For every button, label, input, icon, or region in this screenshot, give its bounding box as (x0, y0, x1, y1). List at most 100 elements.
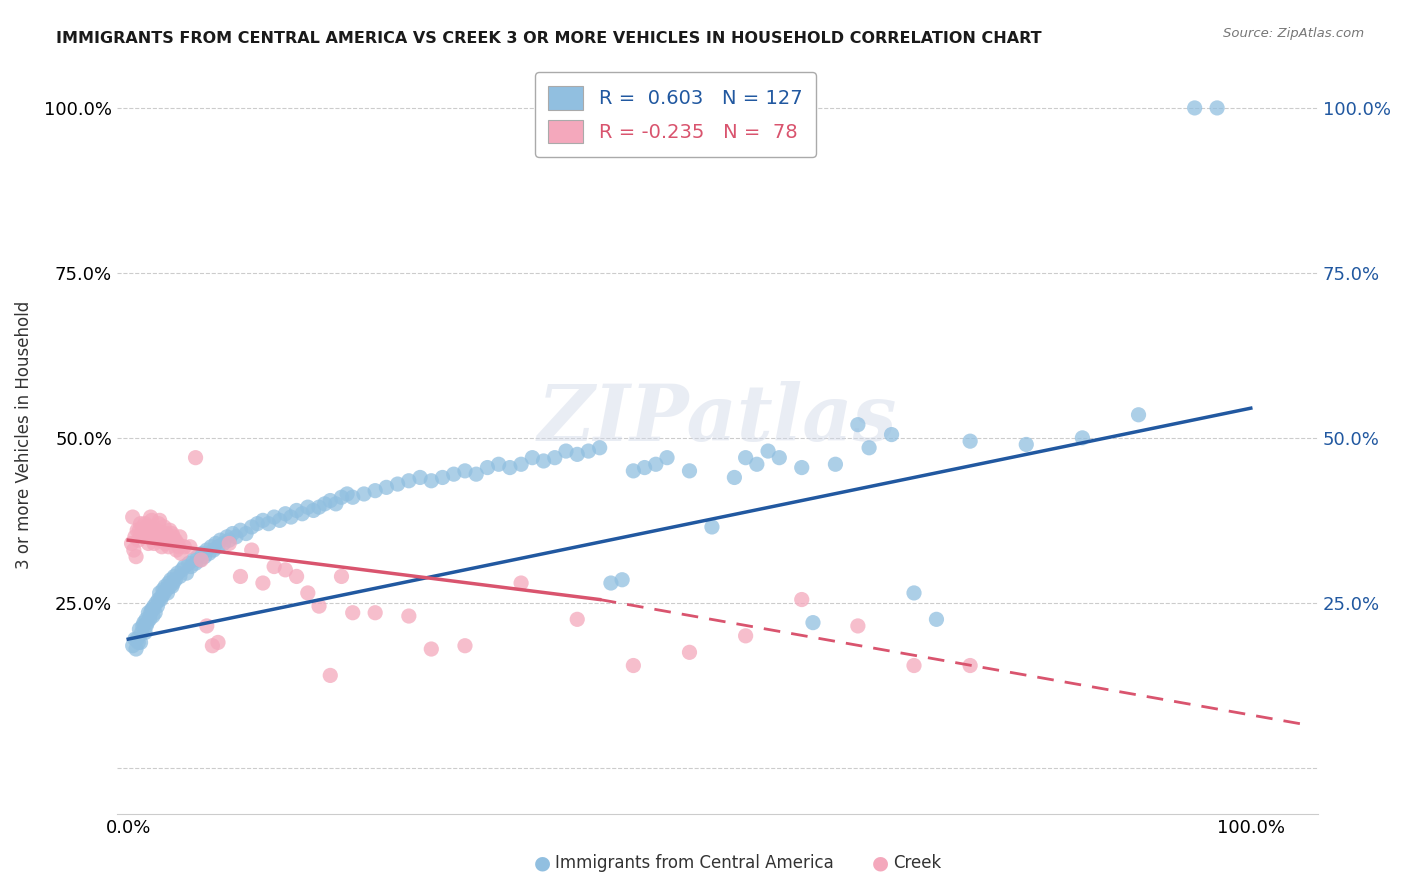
Point (336, 487, 359, 501)
Point (409, 470, 432, 484)
Point (215, 530, 238, 544)
Point (190, 553, 212, 567)
Point (263, 559, 285, 574)
Point (155, 536, 177, 550)
Point (364, 606, 387, 620)
Point (959, 434, 981, 449)
Point (240, 520, 263, 534)
Point (342, 490, 364, 504)
Point (165, 573, 187, 587)
Point (162, 576, 184, 591)
Point (790, 460, 813, 475)
Point (131, 526, 153, 541)
Point (146, 599, 169, 614)
Point (510, 457, 533, 471)
Point (160, 526, 183, 541)
Point (846, 619, 869, 633)
Point (225, 530, 247, 544)
Point (1184, 101, 1206, 115)
Point (125, 642, 148, 657)
Point (148, 592, 170, 607)
Point (297, 500, 319, 515)
Point (173, 559, 195, 574)
Point (274, 563, 297, 577)
Point (121, 510, 143, 524)
Point (148, 516, 170, 531)
Point (127, 533, 149, 548)
Point (124, 632, 146, 647)
Point (150, 589, 173, 603)
Point (149, 513, 172, 527)
Text: Immigrants from Central America: Immigrants from Central America (555, 855, 834, 872)
Point (142, 609, 165, 624)
Point (465, 467, 488, 482)
Point (302, 503, 325, 517)
Point (167, 540, 190, 554)
Text: IMMIGRANTS FROM CENTRAL AMERICA VS CREEK 3 OR MORE VEHICLES IN HOUSEHOLD CORRELA: IMMIGRANTS FROM CENTRAL AMERICA VS CREEK… (56, 31, 1042, 46)
Point (132, 526, 155, 541)
Point (567, 612, 589, 626)
Point (173, 540, 195, 554)
Point (200, 540, 222, 554)
Point (179, 540, 201, 554)
Point (163, 533, 186, 548)
Point (195, 543, 218, 558)
Point (678, 645, 700, 659)
Point (274, 507, 297, 521)
Point (432, 470, 454, 484)
Point (610, 573, 633, 587)
Point (280, 510, 302, 524)
Point (555, 444, 578, 458)
Point (152, 582, 174, 597)
Point (169, 569, 191, 583)
Point (633, 460, 655, 475)
Point (127, 523, 149, 537)
Point (135, 612, 157, 626)
Point (138, 606, 160, 620)
Point (734, 629, 756, 643)
Point (209, 533, 232, 548)
Text: Source: ZipAtlas.com: Source: ZipAtlas.com (1223, 27, 1364, 40)
Point (308, 599, 330, 614)
Point (132, 615, 155, 630)
Point (387, 477, 409, 491)
Point (166, 536, 188, 550)
Point (269, 513, 291, 527)
Point (314, 497, 336, 511)
Point (959, 658, 981, 673)
Point (166, 566, 188, 581)
Point (160, 533, 183, 548)
Point (128, 523, 150, 537)
Point (125, 549, 148, 564)
Point (621, 658, 644, 673)
Point (330, 569, 353, 583)
Point (159, 579, 181, 593)
Point (443, 467, 465, 482)
Point (131, 625, 153, 640)
Point (149, 533, 172, 548)
Point (801, 615, 824, 630)
Point (544, 450, 567, 465)
Point (398, 474, 420, 488)
Point (903, 586, 925, 600)
Point (207, 540, 229, 554)
Point (218, 536, 240, 550)
Point (925, 612, 948, 626)
Point (325, 497, 347, 511)
Point (177, 556, 200, 570)
Point (163, 569, 186, 583)
Point (644, 457, 666, 471)
Point (165, 533, 187, 548)
Point (202, 543, 225, 558)
Text: Creek: Creek (893, 855, 941, 872)
Legend: R =  0.603   N = 127, R = -0.235   N =  78: R = 0.603 N = 127, R = -0.235 N = 78 (534, 72, 817, 157)
Point (157, 540, 180, 554)
Point (790, 592, 813, 607)
Point (191, 546, 214, 560)
Point (143, 599, 166, 614)
Point (176, 566, 198, 581)
Point (134, 516, 156, 531)
Point (121, 536, 143, 550)
Point (160, 573, 183, 587)
Point (187, 549, 209, 564)
